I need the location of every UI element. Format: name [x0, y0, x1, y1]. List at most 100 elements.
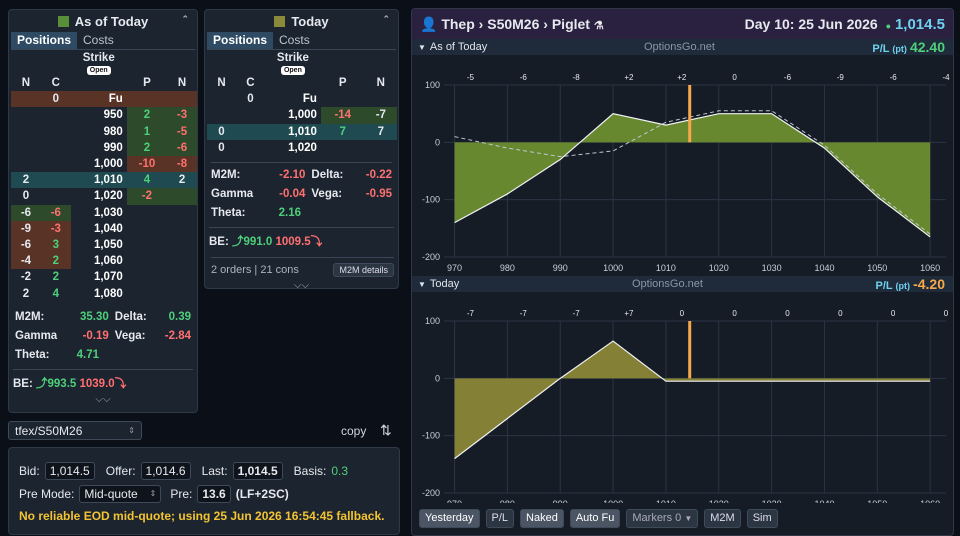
yesterday-button[interactable]: Yesterday	[419, 509, 480, 528]
cell-strike: 1,020	[93, 190, 123, 203]
tab-positions[interactable]: Positions	[207, 32, 274, 49]
positions-table: Strike Open N C P N 0 Fu 950 2 -3 980 1 -5 990 2 -6…	[11, 50, 197, 302]
table-row[interactable]: -6 -6 1,030	[11, 204, 197, 221]
sort-icon[interactable]: ⇅	[380, 422, 392, 438]
table-row[interactable]: -6 3 1,050	[11, 236, 197, 254]
cell-put-net: -3	[167, 107, 197, 124]
table-row[interactable]: 950 2 -3	[11, 107, 197, 124]
x-tick-label: 970	[447, 499, 462, 503]
m2m-label: M2M:	[211, 169, 241, 182]
table-row[interactable]: 0 1,020 -2	[11, 188, 197, 205]
collapse-icon[interactable]: ▼	[418, 42, 426, 52]
column-header-p: P	[143, 77, 151, 90]
chart1-titlebar: ▼ As of Today OptionsGo.net P/L (pt) 42.…	[412, 39, 953, 55]
arrow-up-icon: ⤴	[232, 235, 244, 248]
collapse-icon[interactable]: ⌃	[382, 14, 390, 24]
expand-icon[interactable]: ⌵⌵	[95, 393, 111, 405]
table-row[interactable]: 990 2 -6	[11, 139, 197, 156]
quote-panel: Bid: 1,014.5 Offer: 1,014.6 Last: 1,014.…	[8, 447, 400, 535]
panel-title: As of Today	[74, 13, 149, 29]
chart-today[interactable]: 9709809901000101010201030104010501060100…	[412, 293, 953, 503]
cell-put	[127, 285, 167, 301]
panel-title: Today	[291, 13, 329, 29]
collapse-icon[interactable]: ▼	[418, 279, 426, 289]
table-row[interactable]: 0 Fu	[11, 91, 197, 108]
tab-costs[interactable]: Costs	[83, 33, 114, 47]
cell-put	[127, 269, 167, 285]
m2m-button[interactable]: M2M	[704, 509, 741, 528]
cell-call: -3	[40, 220, 71, 237]
tab-positions[interactable]: Positions	[11, 32, 78, 49]
collapse-icon[interactable]: ⌃	[181, 14, 189, 24]
cell-put-net: 7	[377, 125, 384, 138]
table-row[interactable]: 1,000 -14 -7	[207, 107, 397, 124]
cell-call-net: 0	[218, 141, 225, 154]
warning-text: No reliable EOD mid-quote; using 25 Jun …	[19, 509, 385, 523]
cell-call	[41, 124, 71, 140]
gamma-value: -0.04	[279, 188, 306, 201]
y-tick-label: 0	[435, 373, 440, 383]
be-low: 991.0	[243, 235, 273, 248]
markers-dropdown[interactable]: Markers 0 ▼	[626, 509, 699, 528]
flask-icon: ⚗	[593, 19, 604, 32]
vega-value: -2.84	[164, 330, 191, 343]
select-arrow-icon: ⇕	[149, 489, 157, 498]
table-row[interactable]: 0 1,020	[207, 140, 397, 156]
x-tick-label: 980	[500, 263, 515, 273]
cell-call-net	[11, 107, 41, 123]
breadcrumb-strategy[interactable]: Piglet	[551, 15, 590, 32]
cell-put	[127, 253, 167, 269]
m2m-details-button[interactable]: M2M details	[333, 262, 394, 277]
cell-put-net	[167, 188, 197, 205]
copy-link[interactable]: copy	[341, 424, 367, 438]
table-row[interactable]: -9 -3 1,040	[11, 220, 197, 237]
table-row[interactable]: -2 2 1,070	[11, 269, 197, 285]
cell-call	[236, 124, 265, 140]
auto-fu-button[interactable]: Auto Fu	[569, 509, 621, 528]
pl-button[interactable]: P/L	[485, 509, 515, 528]
premode-select[interactable]: Mid-quote ⇕	[79, 485, 162, 503]
pl-value: 42.40	[909, 39, 945, 55]
chart-header: 👤 Thep › S50M26 › Piglet ⚗ Day 10: 25 Ju…	[412, 9, 953, 39]
last-label: Last:	[201, 464, 228, 478]
sim-button[interactable]: Sim	[746, 509, 778, 528]
chevron-down-icon: ▼	[684, 514, 693, 523]
cell-call-net: -2	[20, 271, 32, 284]
tab-costs[interactable]: Costs	[279, 33, 310, 47]
pl-value: -4.20	[913, 276, 945, 292]
cell-strike: 1,060	[93, 255, 123, 268]
top-label: 0	[732, 309, 737, 318]
chart-as-of-today[interactable]: 970 980 990 1000 1010 1020 1030 1040 1050 1060100…	[412, 55, 953, 279]
y-tick-label: 100	[425, 80, 440, 90]
cell-call-net: -4	[11, 253, 41, 270]
breadcrumb-portfolio[interactable]: Thep	[441, 15, 475, 32]
orders-count: 2 orders | 21 cons	[211, 263, 299, 276]
breadcrumb-symbol[interactable]: S50M26	[487, 15, 540, 32]
expand-icon[interactable]: ⌵⌵	[293, 279, 310, 291]
table-row[interactable]: 0 1,010 7 7	[207, 123, 397, 140]
breadcrumb: 👤 Thep › S50M26 › Piglet ⚗	[420, 15, 604, 32]
table-row[interactable]: 980 1 -5	[11, 123, 197, 140]
vega-value: -0.95	[365, 188, 393, 201]
table-row[interactable]: -4 2 1,060	[11, 253, 197, 270]
theta-value: 4.71	[76, 349, 99, 362]
table-row[interactable]: 1,000 -10 -8	[11, 155, 197, 173]
symbol-select[interactable]: tfex/S50M26 ⇕	[8, 421, 142, 440]
be-low: 993.5	[47, 377, 77, 390]
gamma-label: Gamma	[211, 188, 254, 201]
cell-strike: 1,010	[93, 174, 123, 187]
cell-put: 2	[126, 107, 168, 124]
table-row[interactable]: 0 Fu	[207, 91, 397, 107]
naked-button[interactable]: Naked	[520, 509, 564, 528]
cell-strike: 1,040	[93, 222, 123, 235]
table-row[interactable]: 2 4 1,080	[11, 285, 197, 301]
cell-call	[236, 107, 265, 123]
pl-line	[454, 113, 931, 238]
cell-put: -10	[126, 155, 168, 173]
x-tick-label: 1050	[867, 263, 887, 273]
metrics-block: M2M: -2.10 Delta: -0.22 Gamma -0.04 Vega: -0.9…	[211, 161, 393, 223]
cell-put: 1	[126, 123, 168, 140]
pl-unit: (pt)	[892, 44, 907, 54]
cell-put-net	[167, 91, 197, 107]
table-row[interactable]: 2 1,010 4 2	[11, 172, 197, 189]
